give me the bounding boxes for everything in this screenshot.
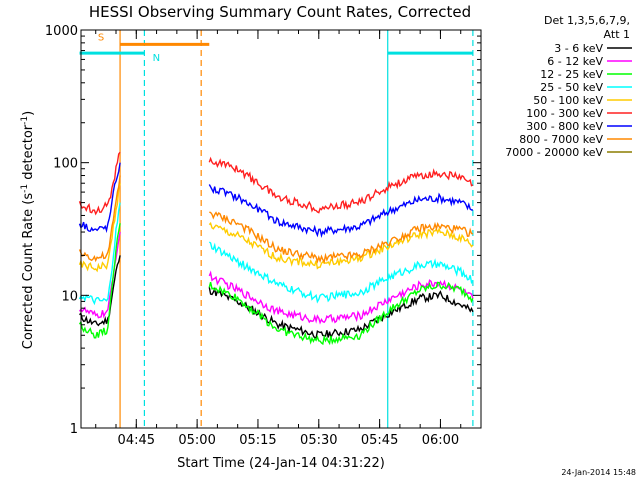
series-line bbox=[208, 270, 474, 325]
annotation-label: S bbox=[98, 32, 104, 43]
y-tick-label: 100 bbox=[53, 157, 78, 172]
y-axis-label: Corrected Count Rate (s-1 detector-1) bbox=[20, 111, 36, 349]
x-tick-label: 05:30 bbox=[300, 433, 337, 448]
series-line bbox=[78, 151, 121, 216]
x-tick-label: 05:15 bbox=[239, 433, 276, 448]
legend-label: 50 - 100 keV bbox=[533, 94, 603, 107]
x-axis: 04:45 05:00 05:15 05:30 05:45 06:00 bbox=[95, 30, 482, 448]
series-line bbox=[78, 175, 121, 263]
chart-title: HESSI Observing Summary Count Rates, Cor… bbox=[89, 3, 471, 21]
series-line bbox=[208, 281, 474, 346]
series-line bbox=[208, 241, 474, 304]
y-tick-label: 1 bbox=[70, 422, 78, 437]
series-line bbox=[78, 223, 121, 339]
series-line bbox=[79, 255, 121, 327]
x-axis-label: Start Time (24-Jan-14 04:31:22) bbox=[177, 456, 385, 471]
plot-frame bbox=[80, 29, 482, 429]
series-line bbox=[208, 184, 473, 238]
y-tick-label: 1000 bbox=[45, 24, 78, 39]
series-line bbox=[208, 221, 474, 270]
x-tick-label: 04:45 bbox=[118, 433, 155, 448]
series-line bbox=[208, 156, 474, 214]
legend-label: 300 - 800 keV bbox=[526, 120, 603, 133]
x-tick-label: 06:00 bbox=[422, 433, 459, 448]
legend-header-line-1: Det 1,3,5,6,7,9, bbox=[544, 14, 630, 27]
series-line bbox=[78, 162, 121, 234]
series-line bbox=[209, 211, 474, 264]
x-tick-label: 05:45 bbox=[361, 433, 398, 448]
legend-label: 100 - 300 keV bbox=[526, 107, 603, 120]
footer-date: 24-Jan-2014 15:48 bbox=[561, 468, 636, 477]
legend-label: 800 - 7000 keV bbox=[519, 133, 603, 146]
legend-label: 6 - 12 keV bbox=[547, 55, 603, 68]
legend-header-line-2: Att 1 bbox=[604, 28, 630, 41]
x-tick-label: 05:00 bbox=[178, 433, 215, 448]
y-axis: 1 10 100 1000 bbox=[45, 24, 481, 437]
y-tick-label: 10 bbox=[61, 289, 78, 304]
annotation-label: N bbox=[153, 53, 160, 64]
legend-label: 12 - 25 keV bbox=[540, 68, 603, 81]
series-line bbox=[208, 286, 474, 340]
legend-label: 25 - 50 keV bbox=[540, 81, 603, 94]
legend-label: 3 - 6 keV bbox=[554, 42, 603, 55]
legend-label: 7000 - 20000 keV bbox=[505, 146, 603, 159]
series-line bbox=[78, 183, 121, 273]
